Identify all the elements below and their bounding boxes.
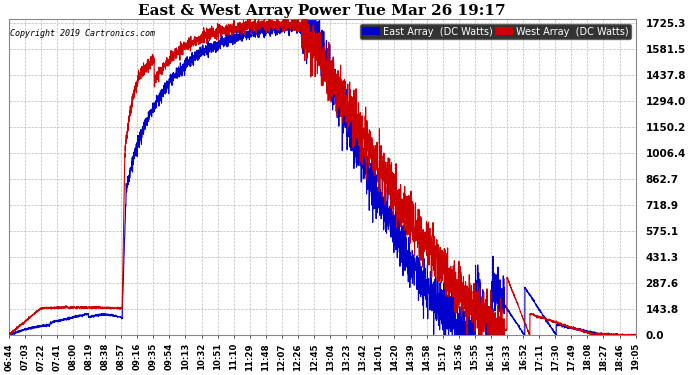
Title: East & West Array Power Tue Mar 26 19:17: East & West Array Power Tue Mar 26 19:17 — [138, 4, 506, 18]
Legend: East Array  (DC Watts), West Array  (DC Watts): East Array (DC Watts), West Array (DC Wa… — [359, 24, 631, 39]
Text: Copyright 2019 Cartronics.com: Copyright 2019 Cartronics.com — [10, 29, 155, 38]
